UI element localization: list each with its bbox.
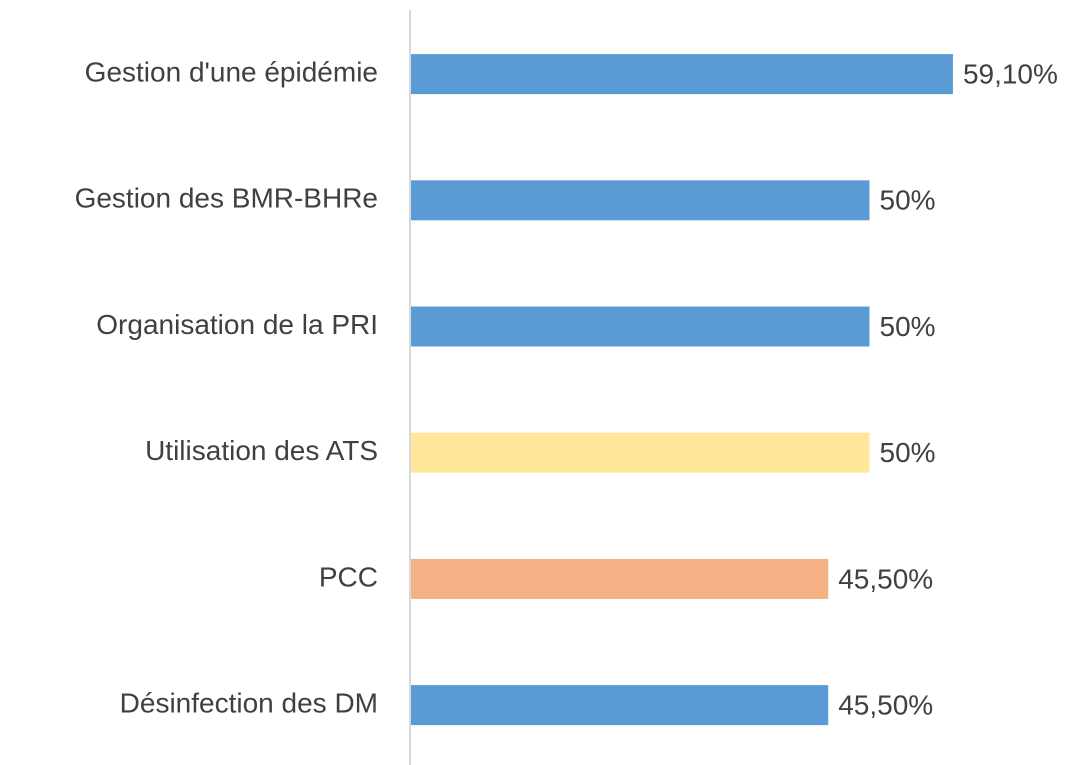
category-label: Gestion des BMR-BHRe: [75, 183, 378, 214]
category-label: PCC: [319, 561, 378, 592]
bar: [411, 432, 870, 473]
bar: [411, 685, 829, 726]
bar: [411, 306, 870, 347]
category-label: Organisation de la PRI: [96, 309, 378, 340]
value-label: 45,50%: [838, 689, 933, 720]
value-label: 50%: [880, 311, 936, 342]
category-label: Désinfection des DM: [120, 687, 378, 718]
category-label: Gestion d'une épidémie: [85, 56, 378, 87]
value-label: 45,50%: [838, 563, 933, 594]
value-label: 59,10%: [963, 58, 1058, 89]
bar: [411, 54, 953, 95]
bar: [411, 558, 829, 599]
value-label: 50%: [880, 437, 936, 468]
value-label: 50%: [880, 185, 936, 216]
bar: [411, 180, 870, 221]
category-label: Utilisation des ATS: [145, 435, 378, 466]
